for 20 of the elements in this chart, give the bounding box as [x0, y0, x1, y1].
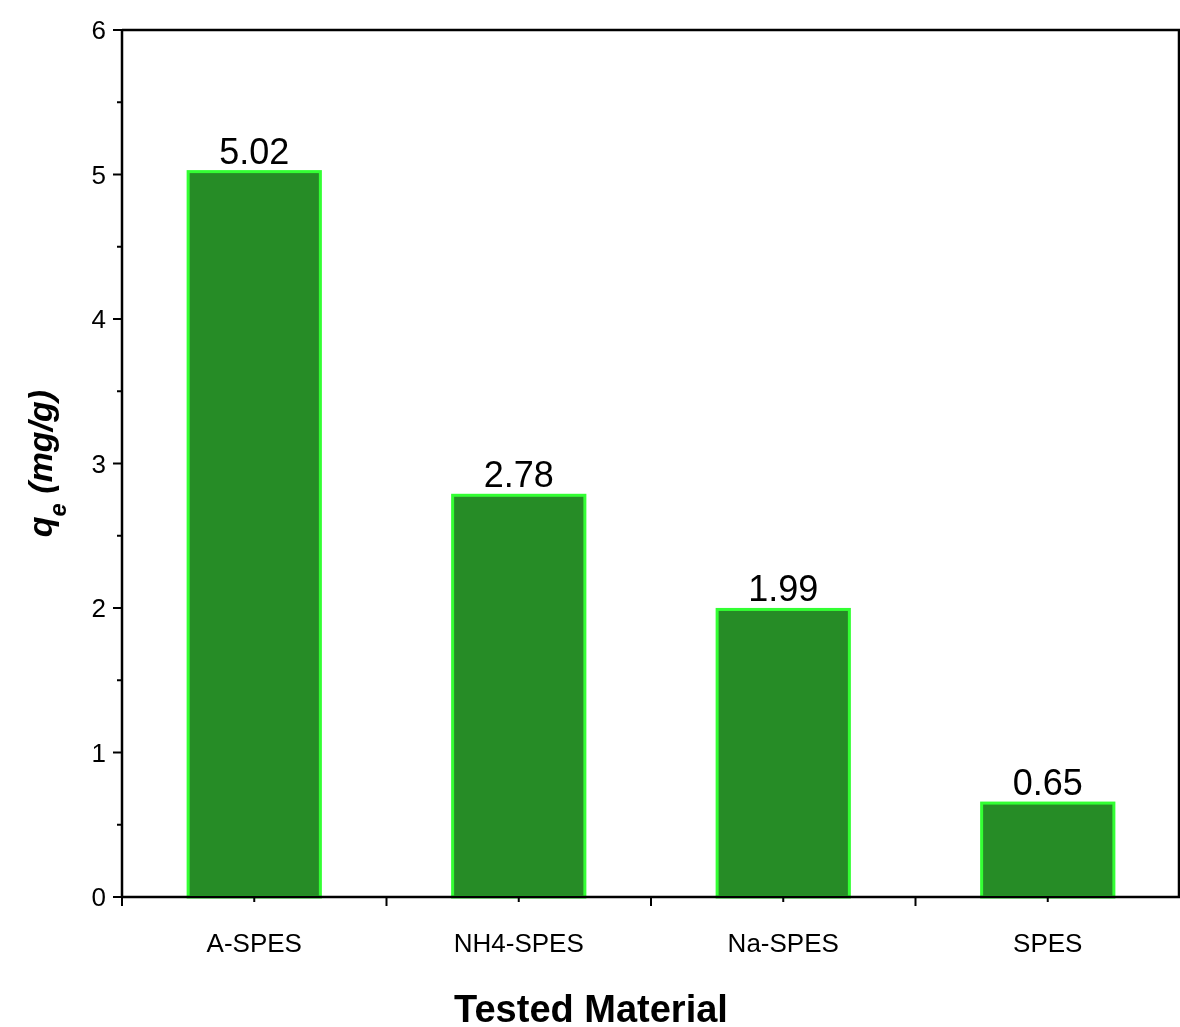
y-tick-label: 6 [91, 15, 106, 46]
y-tick-label: 0 [91, 882, 106, 913]
bar [980, 801, 1116, 899]
y-tick-label: 2 [91, 593, 106, 624]
data-label: 5.02 [219, 130, 290, 172]
bar [186, 170, 322, 899]
bar [715, 607, 851, 899]
data-label: 0.65 [1012, 762, 1083, 804]
data-label: 1.99 [748, 568, 819, 610]
bar [451, 493, 587, 899]
data-label: 2.78 [483, 454, 554, 496]
x-tick-label: Na-SPES [727, 928, 839, 958]
y-tick-label: 5 [91, 159, 106, 190]
x-tick-label: SPES [1013, 928, 1083, 958]
y-tick-label: 1 [91, 737, 106, 768]
x-axis-title: Tested Material [454, 988, 728, 1027]
y-tick-label: 3 [91, 448, 106, 479]
x-tick-label: A-SPES [206, 928, 302, 958]
y-tick-label: 4 [91, 304, 106, 335]
x-tick-label: NH4-SPES [453, 928, 584, 958]
